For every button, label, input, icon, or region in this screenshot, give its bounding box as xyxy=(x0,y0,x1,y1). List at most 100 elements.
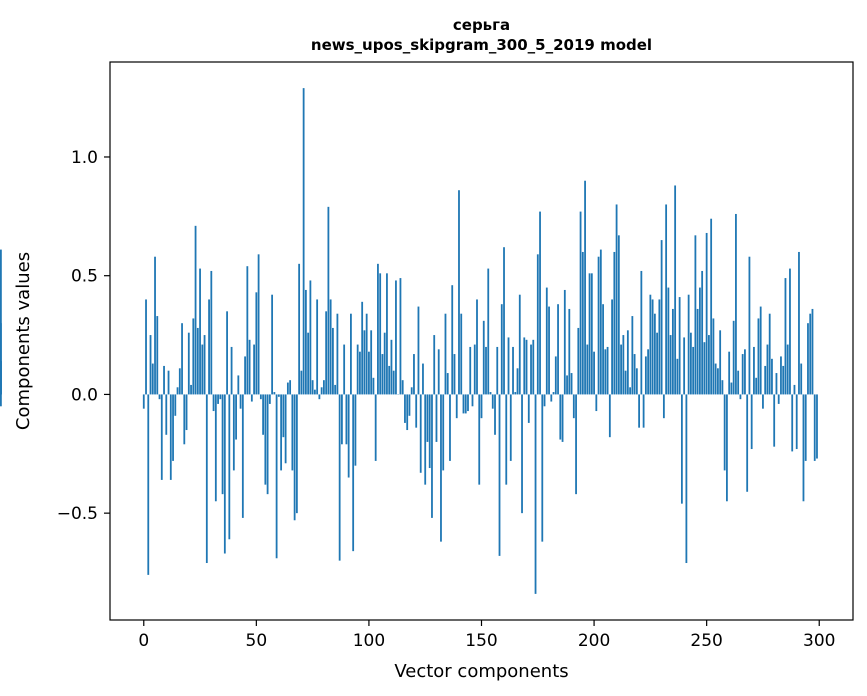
bar xyxy=(309,280,312,395)
bar xyxy=(771,358,773,395)
bar xyxy=(210,270,213,395)
bar xyxy=(809,313,812,395)
bar xyxy=(521,394,523,514)
bar xyxy=(417,306,420,395)
bar xyxy=(494,394,496,435)
x-tick-label: 0 xyxy=(138,631,149,651)
bar xyxy=(647,349,650,395)
bar xyxy=(142,394,145,409)
bar xyxy=(606,346,609,395)
bar xyxy=(660,240,663,395)
bar xyxy=(455,394,458,419)
bar xyxy=(176,387,179,395)
bar xyxy=(361,301,364,395)
bar xyxy=(762,394,764,409)
bar xyxy=(635,368,638,395)
bar xyxy=(581,251,584,395)
bar xyxy=(187,332,190,395)
bar xyxy=(708,335,710,395)
bar xyxy=(473,344,476,395)
bar xyxy=(683,337,686,395)
bar xyxy=(228,394,231,540)
bar xyxy=(536,254,539,395)
bar xyxy=(753,346,755,395)
bar xyxy=(194,225,197,395)
bar xyxy=(255,292,258,395)
bar xyxy=(331,327,334,395)
bar xyxy=(599,249,602,395)
bar xyxy=(217,394,219,404)
bar xyxy=(298,263,301,395)
bar xyxy=(611,299,613,395)
y-axis-ticks: −0.5 0.0 0.5 1.0 xyxy=(57,148,110,524)
bar xyxy=(658,299,661,395)
bar xyxy=(453,354,456,395)
bar xyxy=(196,327,199,395)
bar xyxy=(174,394,177,416)
x-tick-label: 250 xyxy=(690,631,722,651)
bar xyxy=(350,313,352,395)
bar xyxy=(410,387,413,395)
bar xyxy=(0,361,2,395)
bar xyxy=(165,394,168,435)
bar xyxy=(563,289,566,395)
bar xyxy=(615,204,618,395)
bar xyxy=(183,394,186,445)
x-tick-label: 300 xyxy=(803,631,835,651)
bar xyxy=(491,394,494,409)
bar xyxy=(559,394,562,440)
bar xyxy=(692,346,695,395)
bar xyxy=(739,394,742,400)
bar xyxy=(608,394,611,438)
bar xyxy=(203,335,206,395)
bar xyxy=(728,351,731,395)
bar xyxy=(503,247,505,395)
bar xyxy=(379,273,382,395)
bar xyxy=(327,206,330,395)
bar xyxy=(244,356,246,395)
bar xyxy=(266,394,269,495)
bar xyxy=(208,299,210,395)
bar xyxy=(685,394,688,564)
bar xyxy=(192,318,195,395)
bar xyxy=(534,394,537,594)
bar xyxy=(703,342,706,395)
bar xyxy=(557,304,559,395)
bar xyxy=(185,394,188,431)
bar xyxy=(786,344,789,395)
bar xyxy=(347,394,350,478)
bar xyxy=(0,249,2,395)
bar xyxy=(620,344,622,395)
bar xyxy=(440,394,442,542)
bar xyxy=(721,380,724,395)
bar xyxy=(795,394,798,450)
bar xyxy=(259,394,262,400)
bar xyxy=(676,358,679,395)
bar xyxy=(577,327,580,395)
bar xyxy=(689,332,692,395)
bar xyxy=(816,394,818,459)
x-tick-label: 200 xyxy=(578,631,610,651)
bar xyxy=(539,211,541,395)
bar xyxy=(667,287,670,395)
bar xyxy=(552,392,555,395)
bar xyxy=(449,394,451,461)
y-tick-label: 1.0 xyxy=(71,148,98,168)
bar xyxy=(678,297,681,395)
bar xyxy=(404,394,406,423)
plot-frame xyxy=(109,61,854,621)
bar xyxy=(372,377,375,395)
bar xyxy=(444,313,447,395)
bar xyxy=(570,373,573,395)
bar xyxy=(789,268,791,395)
bar xyxy=(257,254,260,395)
bar xyxy=(644,356,647,395)
y-axis-label: Components values xyxy=(13,252,34,430)
bar xyxy=(302,88,305,395)
bar xyxy=(726,394,728,502)
bar xyxy=(507,337,510,395)
bar xyxy=(275,394,278,559)
bar xyxy=(813,394,816,461)
bar xyxy=(304,289,307,395)
bar xyxy=(467,394,469,412)
